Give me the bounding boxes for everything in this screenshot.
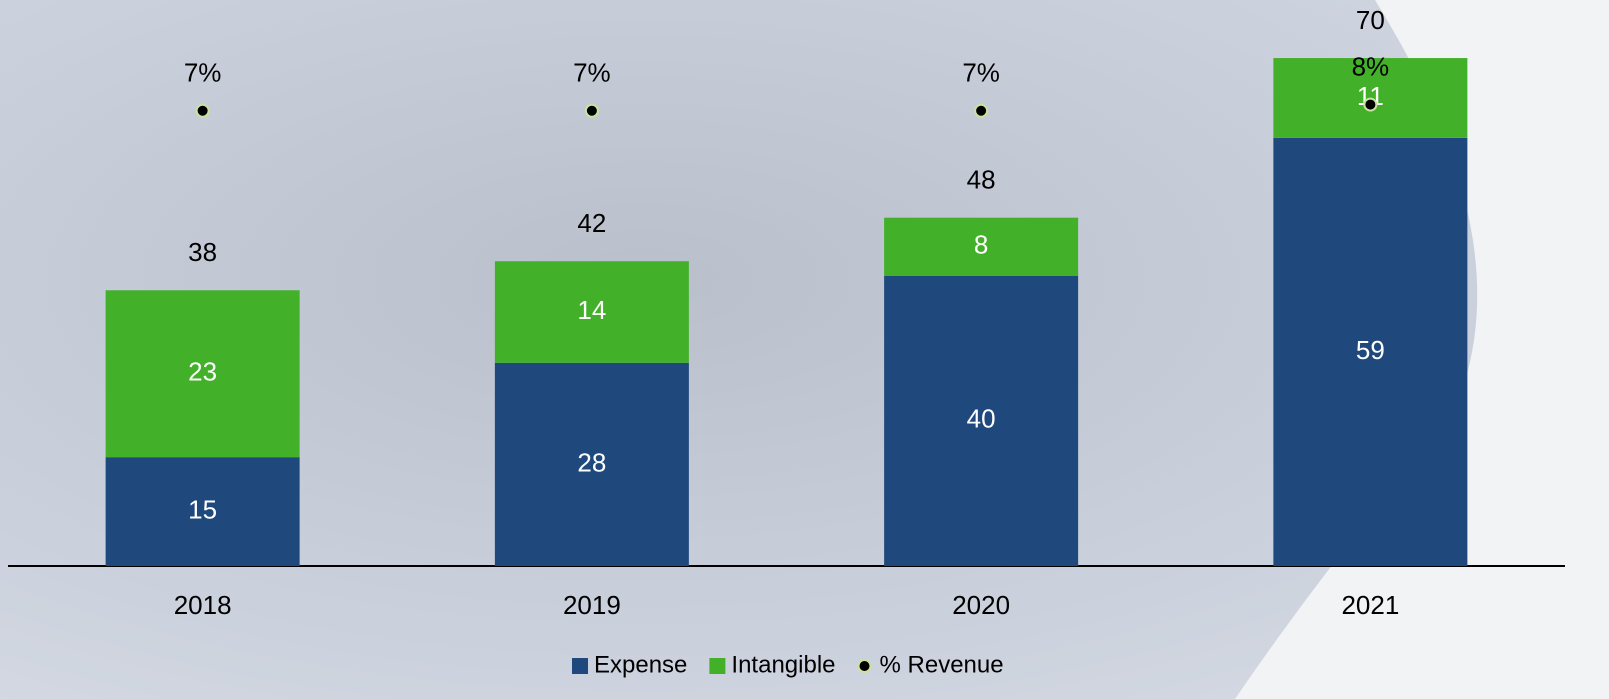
value-label: 40 [967, 404, 996, 434]
bar-segment [494, 362, 689, 566]
dot [1363, 97, 1378, 112]
background-curve [1235, 0, 1609, 699]
total-label: 70 [1356, 5, 1385, 35]
x-tick-label: 2019 [563, 590, 621, 620]
bar-segment [884, 275, 1079, 566]
value-label: 15 [188, 494, 217, 524]
bar-segment [494, 261, 689, 363]
value-label: 14 [577, 295, 606, 325]
legend-marker [709, 658, 726, 674]
value-label: 8 [974, 230, 988, 260]
dot-label: 7% [962, 58, 1000, 88]
dot [974, 103, 989, 118]
dot [584, 103, 599, 118]
dot [195, 103, 210, 118]
legend: Expense Intangible % Revenue [572, 651, 1004, 678]
legend-marker [572, 658, 588, 674]
total-label: 42 [577, 208, 606, 238]
value-label: 28 [577, 447, 606, 477]
value-label: 59 [1356, 335, 1385, 365]
dot-label: 7% [573, 58, 611, 88]
legend-label: Expense [594, 651, 687, 678]
bar-segment [105, 290, 300, 458]
value-label: 23 [188, 357, 217, 387]
bar-segment [884, 217, 1079, 276]
total-label: 38 [188, 237, 217, 267]
legend-label: Intangible [731, 651, 835, 678]
legend-label: % Revenue [880, 651, 1004, 678]
dot-label: 7% [184, 58, 222, 88]
bar-segment [105, 457, 300, 566]
dot-label: 8% [1352, 51, 1390, 81]
legend-marker [857, 659, 872, 673]
x-tick-label: 2021 [1341, 590, 1399, 620]
total-label: 48 [967, 165, 996, 195]
bar-segment [1273, 137, 1468, 566]
x-tick-label: 2018 [174, 590, 232, 620]
x-tick-label: 2020 [952, 590, 1010, 620]
